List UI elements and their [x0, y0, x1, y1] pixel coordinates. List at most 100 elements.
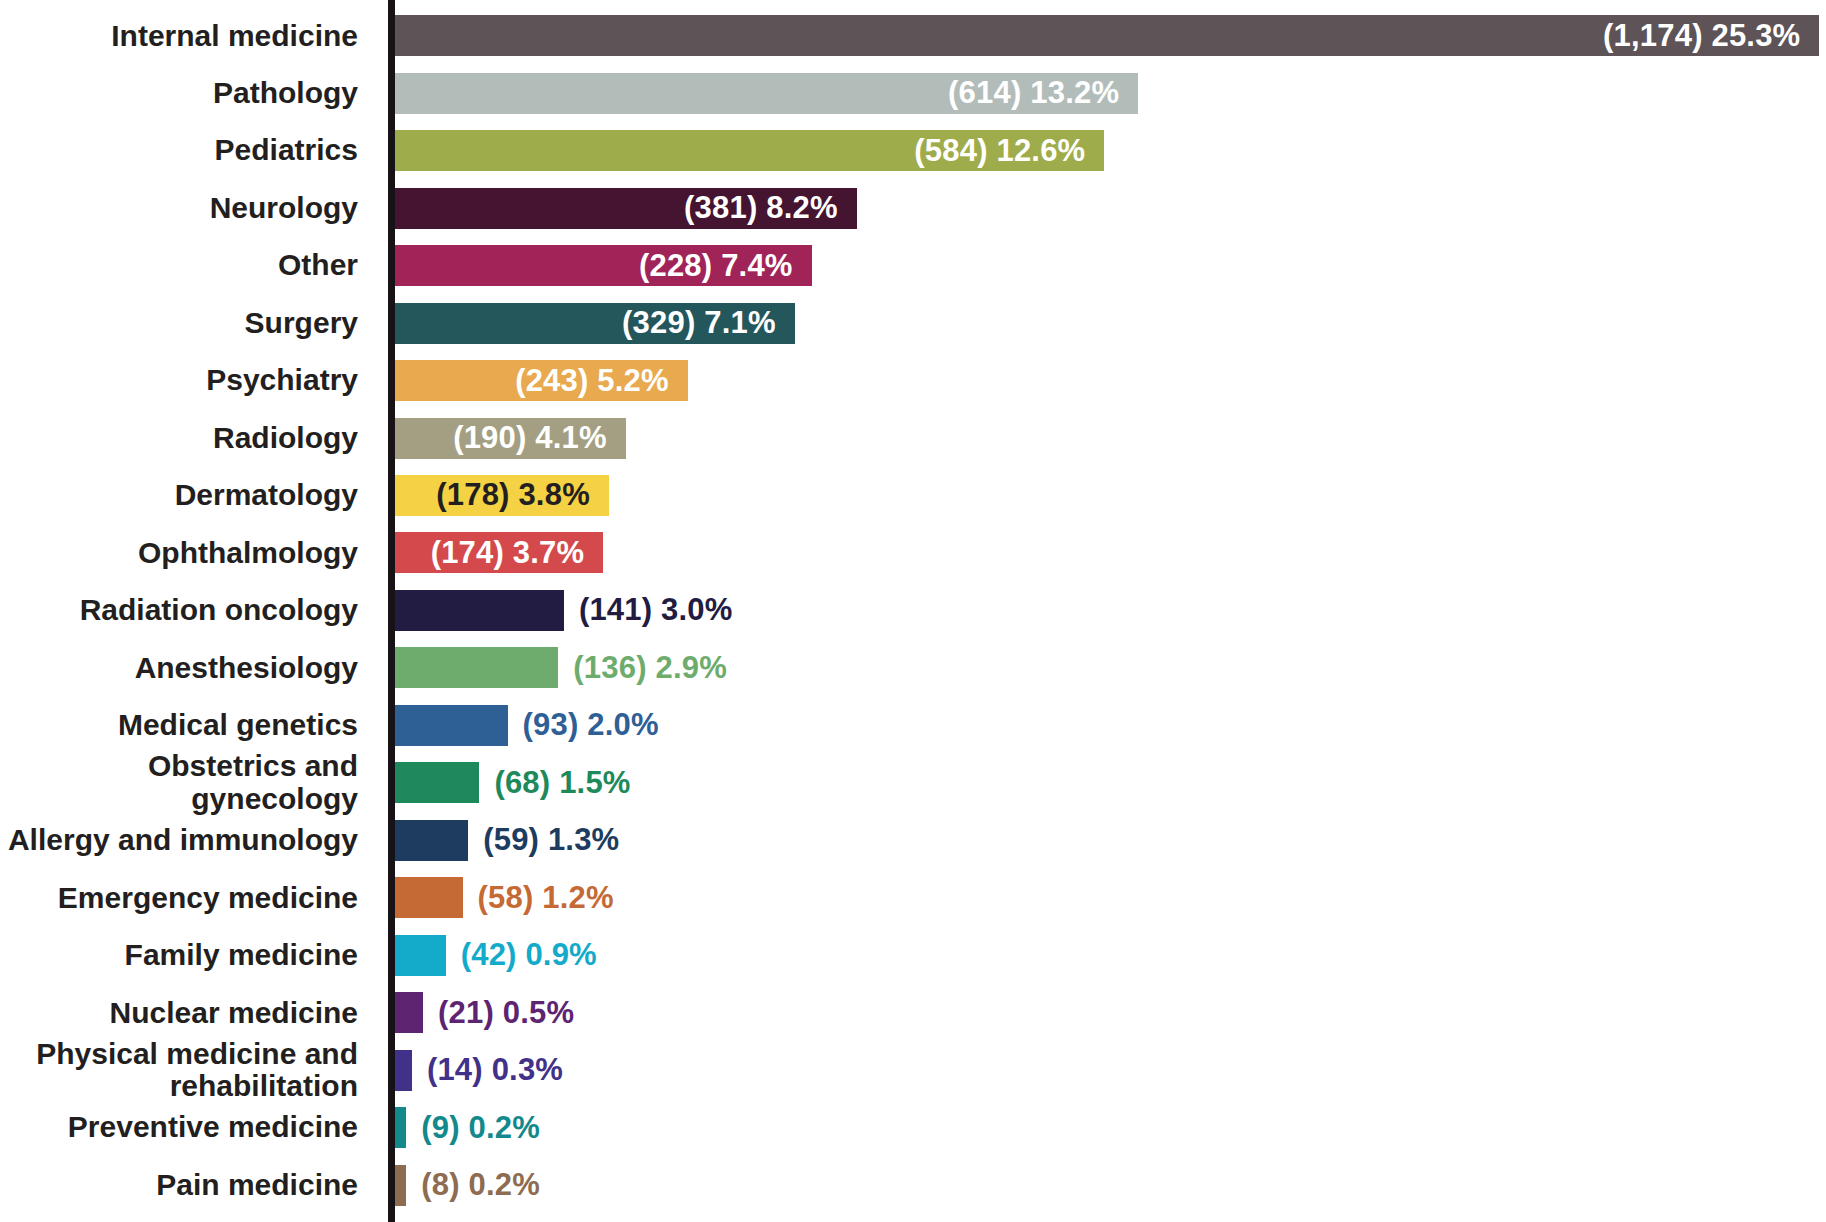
bar-row: Internal medicine(1,174) 25.3% [0, 7, 1826, 64]
bar [395, 1107, 406, 1148]
bar-category-label: Dermatology [0, 479, 395, 511]
bar-value-label: (329) 7.1% [622, 305, 795, 341]
bar-value-label: (42) 0.9% [461, 937, 597, 973]
bar-value-label: (14) 0.3% [427, 1052, 563, 1088]
bar-category-label: Family medicine [0, 939, 395, 971]
bar-row: Allergy and immunology (59) 1.3% [0, 812, 1826, 869]
bar-area: (1,174) 25.3% [395, 7, 1826, 64]
bar-value-label: (1,174) 25.3% [1603, 18, 1819, 54]
bar-area: (8) 0.2% [395, 1156, 1826, 1213]
bar [395, 1050, 412, 1091]
bar: (614) 13.2% [395, 73, 1138, 114]
bar: (381) 8.2% [395, 188, 857, 229]
bar: (584) 12.6% [395, 130, 1104, 171]
bar-category-label: Allergy and immunology [0, 824, 395, 856]
bar-area: (68) 1.5% [395, 754, 1826, 811]
bar-category-label: Pediatrics [0, 134, 395, 166]
bar-row: Pathology (614) 13.2% [0, 64, 1826, 121]
bar-area: (42) 0.9% [395, 927, 1826, 984]
bar-area: (584) 12.6% [395, 122, 1826, 179]
bar-category-label: Neurology [0, 192, 395, 224]
specialty-bar-chart: Internal medicine(1,174) 25.3%Pathology(… [0, 0, 1826, 1222]
bar: (178) 3.8% [395, 475, 609, 516]
bar [395, 705, 508, 746]
bar [395, 647, 558, 688]
bar-row: Preventive medicine (9) 0.2% [0, 1099, 1826, 1156]
bar-row: Other (228) 7.4% [0, 237, 1826, 294]
bar-area: (381) 8.2% [395, 179, 1826, 236]
bar [395, 992, 423, 1033]
bar-value-label: (190) 4.1% [453, 420, 626, 456]
bar-category-label: Physical medicine and rehabilitation [0, 1038, 395, 1103]
bar [395, 590, 564, 631]
bar: (243) 5.2% [395, 360, 688, 401]
bar-category-label: Other [0, 249, 395, 281]
bar-value-label: (68) 1.5% [494, 765, 630, 801]
bar-rows-container: Internal medicine(1,174) 25.3%Pathology(… [0, 0, 1826, 1222]
bar-row: Pediatrics(584) 12.6% [0, 122, 1826, 179]
bar-value-label: (614) 13.2% [948, 75, 1138, 111]
bar-row: Ophthalmology(174) 3.7% [0, 524, 1826, 581]
bar-area: (329) 7.1% [395, 294, 1826, 351]
bar-value-label: (381) 8.2% [684, 190, 857, 226]
bar-category-label: Nuclear medicine [0, 997, 395, 1029]
bar [395, 935, 446, 976]
bar-value-label: (58) 1.2% [478, 880, 614, 916]
bar [395, 877, 463, 918]
bar [395, 1165, 406, 1206]
bar-area: (614) 13.2% [395, 64, 1826, 121]
bar-area: (243) 5.2% [395, 352, 1826, 409]
bar-row: Psychiatry (243) 5.2% [0, 352, 1826, 409]
bar-area: (93) 2.0% [395, 697, 1826, 754]
bar-value-label: (228) 7.4% [639, 248, 812, 284]
bar-row: Radiology (190) 4.1% [0, 409, 1826, 466]
bar-row: Neurology (381) 8.2% [0, 179, 1826, 236]
bar-value-label: (8) 0.2% [421, 1167, 540, 1203]
bar [395, 762, 479, 803]
bar [395, 820, 468, 861]
bar-area: (136) 2.9% [395, 639, 1826, 696]
bar-category-label: Preventive medicine [0, 1111, 395, 1143]
bar-category-label: Pathology [0, 77, 395, 109]
bar-category-label: Psychiatry [0, 364, 395, 396]
bar-area: (178) 3.8% [395, 467, 1826, 524]
bar-area: (58) 1.2% [395, 869, 1826, 926]
bar-area: (174) 3.7% [395, 524, 1826, 581]
bar-value-label: (9) 0.2% [421, 1110, 540, 1146]
bar-row: Radiation oncology(141) 3.0% [0, 582, 1826, 639]
bar-value-label: (59) 1.3% [483, 822, 619, 858]
bar-category-label: Obstetrics and gynecology [0, 750, 395, 815]
bar: (190) 4.1% [395, 418, 626, 459]
bar-row: Obstetrics and gynecology(68) 1.5% [0, 754, 1826, 811]
bar: (329) 7.1% [395, 303, 795, 344]
bar: (228) 7.4% [395, 245, 812, 286]
bar-row: Anesthesiology (136) 2.9% [0, 639, 1826, 696]
bar-value-label: (243) 5.2% [515, 363, 688, 399]
bar-category-label: Pain medicine [0, 1169, 395, 1201]
bar-category-label: Medical genetics [0, 709, 395, 741]
bar-area: (14) 0.3% [395, 1041, 1826, 1098]
bar-area: (141) 3.0% [395, 582, 1826, 639]
bar-value-label: (136) 2.9% [573, 650, 727, 686]
bar-area: (228) 7.4% [395, 237, 1826, 294]
bar: (174) 3.7% [395, 532, 603, 573]
bar-category-label: Anesthesiology [0, 652, 395, 684]
bar-category-label: Surgery [0, 307, 395, 339]
bar-value-label: (93) 2.0% [523, 707, 659, 743]
bar-row: Nuclear medicine (21) 0.5% [0, 984, 1826, 1041]
bar-value-label: (21) 0.5% [438, 995, 574, 1031]
bar-category-label: Ophthalmology [0, 537, 395, 569]
bar-row: Medical genetics (93) 2.0% [0, 697, 1826, 754]
bar-area: (59) 1.3% [395, 812, 1826, 869]
bar-area: (9) 0.2% [395, 1099, 1826, 1156]
bar: (1,174) 25.3% [395, 15, 1819, 56]
bar-area: (190) 4.1% [395, 409, 1826, 466]
bar-area: (21) 0.5% [395, 984, 1826, 1041]
bar-value-label: (178) 3.8% [436, 477, 609, 513]
bar-value-label: (141) 3.0% [579, 592, 733, 628]
bar-row: Emergency medicine (58) 1.2% [0, 869, 1826, 926]
bar-category-label: Radiology [0, 422, 395, 454]
bar-row: Pain medicine (8) 0.2% [0, 1156, 1826, 1213]
bar-row: Family medicine (42) 0.9% [0, 927, 1826, 984]
bar-category-label: Emergency medicine [0, 882, 395, 914]
